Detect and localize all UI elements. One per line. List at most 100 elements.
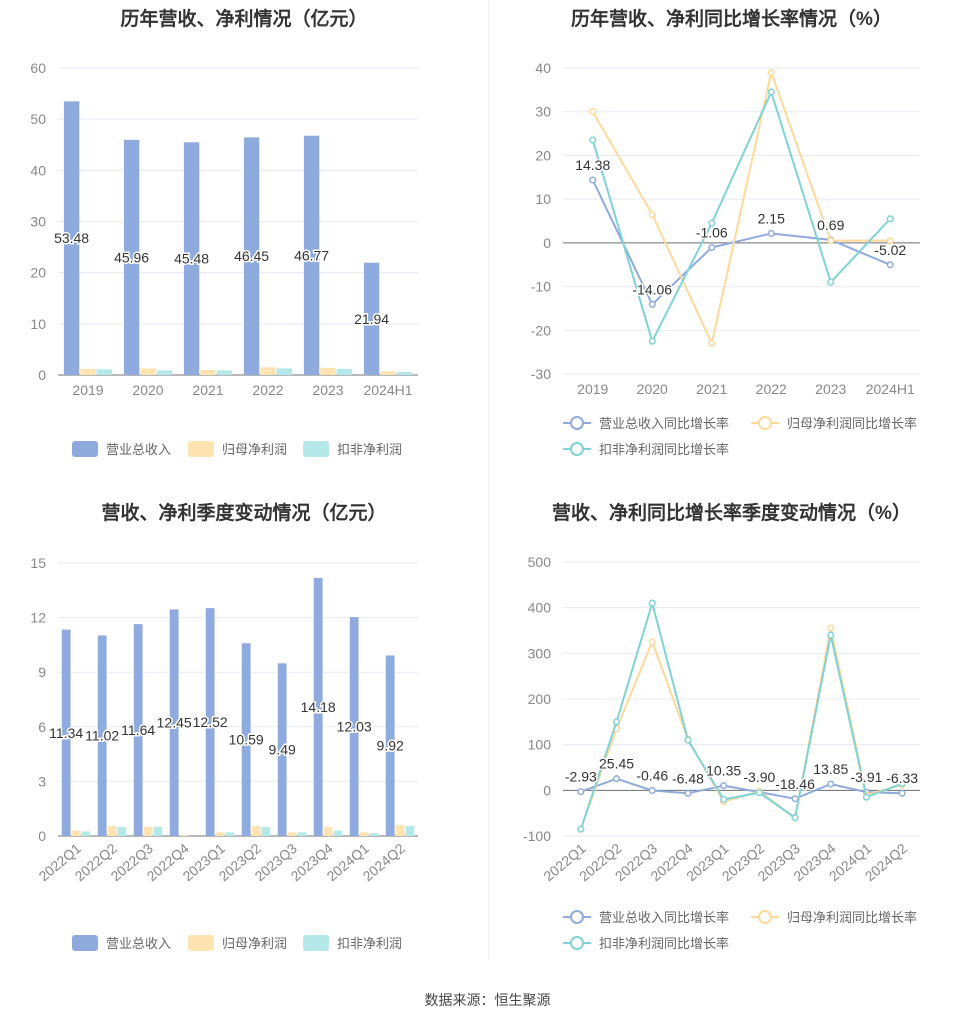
chart-title: 历年营收、净利情况（亿元） [120,9,368,30]
data-point [613,775,621,783]
data-point [827,631,835,639]
legend-marker [570,910,584,924]
bar-value-label: 10.59 [229,732,264,748]
point-value-label: -6.33 [886,770,918,786]
data-point [886,215,894,223]
point-value-label: -1.06 [696,224,728,240]
bar [303,135,320,375]
data-point [589,136,597,144]
chart-title: 营收、净利季度变动情况（亿元） [101,503,387,524]
point-value-label: 25.45 [599,756,634,772]
data-point [827,780,835,788]
bar-value-label: 12.52 [193,714,228,730]
bar [276,368,293,375]
bar [61,629,71,836]
data-point [755,789,763,797]
bar [117,826,127,836]
annual-bar-chart: 0 10 20 30 40 50 60 2019 2020 2021 2022 2023 2024H1 5… [30,60,418,457]
y-tick-label: 10 [30,316,46,332]
legend-marker [570,936,584,950]
data-point [648,638,656,646]
x-tick-label: 2023 [312,382,343,398]
bar [123,139,140,375]
bar [333,830,343,836]
legend-swatch [188,441,214,457]
bar [71,830,81,836]
y-tick-label: 12 [30,610,46,626]
y-tick-label: 3 [38,773,46,789]
data-point [791,795,799,803]
bar [287,832,297,836]
bar [261,826,271,836]
data-point [589,108,597,116]
bar [80,368,96,375]
x-tick-label: 2024H1 [866,381,915,397]
point-value-label: 13.85 [813,761,848,777]
data-point [648,210,656,218]
quarterly-bar-chart: 036912152022Q12022Q22022Q32022Q42023Q120… [30,555,418,951]
bar [405,825,415,836]
data-point [886,237,894,245]
bar [297,832,307,836]
series-line [591,89,891,344]
bar [323,826,333,836]
legend-swatch [72,935,98,951]
x-tick-label: 2020 [132,382,163,398]
y-tick-label: 300 [528,645,552,661]
annual-growth-line-chart: -30 -20 -10 0 10 20 30 40 2019 2020 2021 2022 2023 20… [531,60,920,457]
bar [63,101,80,376]
legend-label: 营业总收入 [106,936,171,951]
chart-title: 历年营收、净利同比增长率情况（%） [571,9,892,30]
bar [320,367,336,375]
legend-swatch [303,935,329,951]
bar [96,369,113,375]
y-tick-label: 15 [30,555,46,571]
x-tick-label: 2022 [756,381,787,397]
bar [277,663,287,836]
bar-value-label: 46.45 [234,248,269,264]
bar [380,371,396,375]
bar-value-label: 12.45 [157,715,192,731]
legend-label: 归母净利润同比增长率 [787,416,917,431]
y-tick-label: 40 [30,162,46,178]
bar [313,577,323,836]
legend-marker [570,442,584,456]
bar-value-label: 14.18 [301,699,336,715]
data-point [648,599,656,607]
x-tick-label: 2020 [637,381,668,397]
legend-label: 归母净利润 [222,442,287,457]
legend-swatch [72,441,98,457]
point-value-label: -5.02 [874,242,906,258]
bar [336,368,353,375]
bar [225,832,235,836]
data-point [708,243,716,252]
bar-value-label: 11.64 [121,722,155,738]
data-point [684,736,692,744]
bar-value-label: 45.48 [174,251,209,267]
annual-growth-panel: 历年营收、净利同比增长率情况（%） -30 -20 -10 0 10 20 30 40 2019… [488,0,975,470]
data-point [886,261,894,269]
quarterly-growth-panel: 营收、净利同比增长率季度变动情况（%） -100 0 100 200 300 400 500… [488,490,975,970]
bar [143,826,153,836]
data-point [720,795,728,804]
data-point [898,779,906,788]
y-tick-label: 0 [543,235,551,251]
bar [395,825,405,836]
bar-value-label: 9.49 [269,742,296,758]
bar [349,617,359,836]
bar-value-label: 11.34 [49,725,83,741]
legend-marker [758,416,772,430]
data-point [577,825,585,833]
y-tick-label: 20 [535,147,551,163]
y-tick-label: 500 [528,554,552,570]
y-tick-label: 200 [528,691,552,707]
bar [369,833,379,836]
bar [205,608,215,836]
data-point [898,789,906,797]
annual-revenue-profit-panel: 历年营收、净利情况（亿元） 0 10 20 30 40 50 60 2019 2020 2021 2… [0,0,488,470]
bar-value-label: 11.02 [85,728,119,744]
legend-label: 扣非净利润同比增长率 [599,442,729,457]
bar [359,832,369,836]
y-tick-label: 400 [528,600,552,616]
bar [243,137,260,375]
